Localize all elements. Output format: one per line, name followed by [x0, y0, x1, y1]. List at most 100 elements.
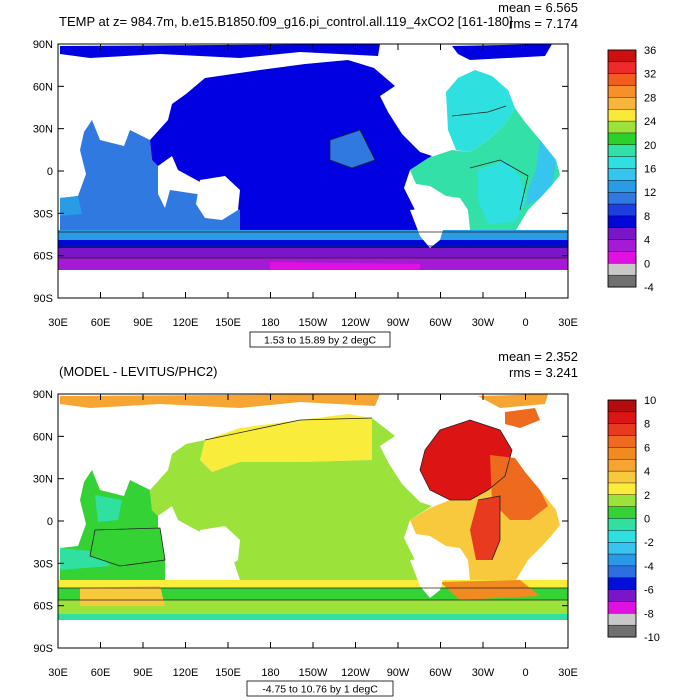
colorbar-swatch	[607, 423, 637, 437]
lat-tick-label: 90N	[33, 389, 53, 401]
colorbar-label: -4	[644, 561, 654, 573]
colorbar-label: 32	[644, 69, 656, 81]
colorbar-label: 16	[644, 164, 656, 176]
colorbar-label: 8	[644, 211, 650, 223]
panel-temp-lon-ticks: 30E 60E 90E 120E 150E 180 150W 120W 90W 60W 30W 0 30…	[48, 44, 578, 329]
colorbar-label: 28	[644, 92, 656, 104]
colorbar-swatch	[607, 470, 637, 484]
lon-tick-label: 150W	[299, 317, 328, 329]
lat-tick-label: 0	[47, 516, 53, 528]
panel-temp-contour-info: 1.53 to 15.89 by 2 degC	[264, 335, 377, 347]
panel-diff-lon-ticks: 30E 60E 90E 120E 150E 180 150W 120W 90W 60W 30W 0 30…	[48, 394, 578, 679]
panel-diff-rms: rms = 3.241	[509, 365, 578, 380]
colorbar-swatch	[607, 577, 637, 591]
panel-temp-lat-ticks: 90N 60N 30N 0 30S 60S 90S	[33, 39, 568, 305]
colorbar-label: 6	[644, 442, 650, 454]
lon-tick-label: 90E	[133, 317, 153, 329]
lon-tick-label: 0	[522, 667, 528, 679]
panel-diff-map	[58, 394, 568, 648]
colorbar-label: 10	[644, 395, 656, 407]
lon-tick-label: 30E	[558, 317, 578, 329]
lon-tick-label: 90W	[387, 667, 410, 679]
panel-temp-colorbar: 36 32 28 24 20 16 12 8 4 0 -4	[607, 45, 656, 294]
lon-tick-label: 0	[522, 317, 528, 329]
panel-temp-contour-info-box	[249, 331, 391, 348]
colorbar-swatch	[607, 109, 637, 122]
colorbar-swatch	[607, 482, 637, 496]
colorbar-label: 0	[644, 514, 650, 526]
lon-tick-label: 90E	[133, 667, 153, 679]
lon-tick-label: 30E	[48, 317, 68, 329]
lon-tick-label: 60W	[429, 667, 452, 679]
lat-tick-label: 30S	[33, 208, 53, 220]
lat-tick-label: 30N	[33, 474, 53, 486]
lon-tick-label: 180	[261, 317, 279, 329]
colorbar-swatch	[607, 601, 637, 614]
colorbar-swatch	[607, 120, 637, 134]
colorbar-label: 4	[644, 235, 650, 247]
lon-tick-label: 60W	[429, 317, 452, 329]
colorbar-swatch	[607, 553, 637, 567]
lon-tick-label: 90W	[387, 317, 410, 329]
colorbar-label: -2	[644, 537, 654, 549]
lon-tick-label: 30E	[558, 667, 578, 679]
colorbar-swatch	[607, 542, 637, 555]
colorbar-swatch	[607, 85, 637, 98]
colorbar-swatch	[607, 565, 637, 579]
colorbar-label: 12	[644, 187, 656, 199]
lat-tick-label: 30S	[33, 558, 53, 570]
colorbar-swatch	[607, 180, 637, 193]
lat-tick-label: 90S	[33, 643, 53, 655]
lat-tick-label: 60S	[33, 251, 53, 263]
lat-tick-label: 60N	[33, 431, 53, 443]
lon-tick-label: 60E	[91, 317, 111, 329]
colorbar-swatch	[607, 215, 637, 229]
colorbar-swatch	[607, 263, 637, 276]
colorbar-label: 4	[644, 466, 650, 478]
panel-diff-lat-ticks: 90N 60N 30N 0 30S 60S 90S	[33, 389, 568, 655]
colorbar-swatch	[607, 132, 637, 146]
panel-temp: TEMP at z= 984.7m, b.e15.B1850.f09_g16.p…	[33, 0, 656, 348]
colorbar-swatch	[607, 239, 637, 252]
lon-tick-label: 120W	[341, 317, 370, 329]
colorbar-swatch	[607, 411, 637, 425]
colorbar-swatch	[607, 97, 637, 110]
colorbar-swatch	[607, 274, 637, 288]
panel-diff-colorbar: 10 8 6 4 2 0 -2 -4 -6 -8 -10	[607, 395, 660, 644]
colorbar-label: -8	[644, 608, 654, 620]
lon-tick-label: 120E	[173, 317, 199, 329]
lon-tick-label: 150W	[299, 667, 328, 679]
lon-tick-label: 120E	[173, 667, 199, 679]
panel-temp-map	[58, 44, 568, 298]
colorbar-swatch	[607, 203, 637, 217]
lat-tick-label: 0	[47, 166, 53, 178]
colorbar-label: -10	[644, 632, 660, 644]
colorbar-swatch	[607, 494, 637, 508]
panel-diff-title: (MODEL - LEVITUS/PHC2)	[59, 364, 217, 379]
panel-temp-rms: rms = 7.174	[509, 16, 578, 31]
colorbar-swatch	[607, 506, 637, 519]
colorbar-swatch	[607, 49, 637, 63]
lat-tick-label: 90N	[33, 39, 53, 51]
colorbar-label: -4	[644, 282, 654, 294]
colorbar-swatch	[607, 144, 637, 158]
colorbar-label: 24	[644, 116, 656, 128]
lon-tick-label: 30E	[48, 667, 68, 679]
colorbar-swatch	[607, 227, 637, 241]
lon-tick-label: 30W	[472, 317, 495, 329]
colorbar-swatch	[607, 191, 637, 205]
colorbar-label: 2	[644, 490, 650, 502]
lat-tick-label: 60S	[33, 601, 53, 613]
lat-tick-label: 90S	[33, 293, 53, 305]
panel-diff-mean: mean = 2.352	[498, 349, 578, 364]
colorbar-label: -6	[644, 585, 654, 597]
lon-tick-label: 180	[261, 667, 279, 679]
colorbar-swatch	[607, 530, 637, 543]
panel-diff-contour-info-box	[246, 680, 394, 697]
colorbar-label: 8	[644, 419, 650, 431]
colorbar-swatch	[607, 399, 637, 413]
colorbar-swatch	[607, 613, 637, 626]
panel-diff-contour-info: -4.75 to 10.76 by 1 degC	[262, 684, 378, 696]
lon-tick-label: 120W	[341, 667, 370, 679]
panel-diff: (MODEL - LEVITUS/PHC2) mean = 2.352 rms …	[33, 349, 660, 697]
